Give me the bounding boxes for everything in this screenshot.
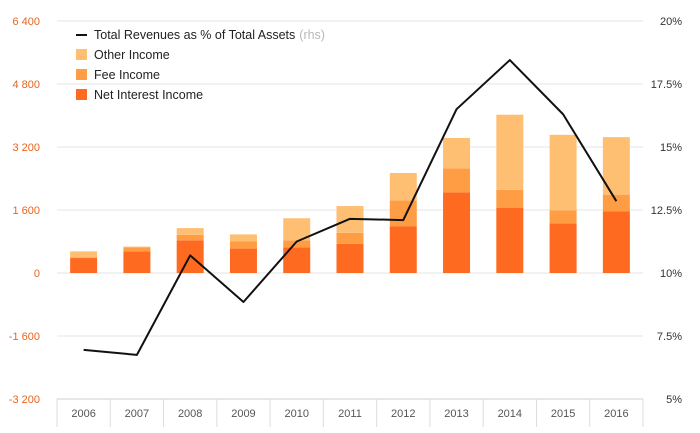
bar-other-income: [550, 135, 577, 211]
bar-other-income: [496, 115, 523, 190]
bar-fee-income: [550, 210, 577, 223]
y-left-tick-label: 0: [34, 268, 40, 280]
bar-net-interest-income: [230, 249, 257, 273]
x-tick-label: 2011: [338, 408, 362, 420]
bar-fee-income: [603, 195, 630, 212]
y-left-tick-label: 3 200: [12, 142, 40, 154]
legend-label: Net Interest Income: [94, 88, 203, 102]
legend: Total Revenues as % of Total Assets (rhs)…: [76, 28, 325, 102]
y-left-tick-label: -1 600: [9, 331, 40, 343]
legend-swatch: [76, 69, 87, 80]
legend-line-suffix: (rhs): [299, 28, 325, 42]
x-tick-label: 2014: [498, 408, 522, 420]
y-left-tick-label: -3 200: [9, 394, 40, 406]
x-tick-label: 2008: [178, 408, 202, 420]
bar-net-interest-income: [496, 208, 523, 273]
bar-fee-income: [70, 257, 97, 258]
bar-fee-income: [443, 168, 470, 192]
bar-net-interest-income: [550, 223, 577, 273]
bar-other-income: [70, 251, 97, 257]
legend-label: Fee Income: [94, 68, 160, 82]
y-right-tick-label: 5%: [666, 394, 682, 406]
legend-label: Other Income: [94, 48, 170, 62]
bar-net-interest-income: [70, 258, 97, 273]
bar-fee-income: [123, 247, 150, 251]
bar-fee-income: [496, 190, 523, 208]
bar-fee-income: [177, 235, 204, 241]
bar-net-interest-income: [123, 251, 150, 273]
bars: [70, 115, 630, 273]
y-right-tick-label: 7.5%: [657, 331, 682, 343]
x-tick-label: 2015: [551, 408, 575, 420]
bar-net-interest-income: [443, 192, 470, 273]
y-right-tick-label: 12.5%: [651, 205, 682, 217]
bar-other-income: [123, 247, 150, 248]
legend-line-name: Total Revenues as % of Total Assets: [94, 28, 295, 42]
x-tick-label: 2006: [71, 408, 95, 420]
bar-other-income: [177, 228, 204, 235]
bar-other-income: [230, 234, 257, 241]
revenue-chart: -3 200 -1 600 0 1 600 3 200 4 800 6 400 5% 7.5% 1…: [0, 0, 700, 433]
bar-fee-income: [337, 233, 364, 244]
bar-fee-income: [390, 201, 417, 227]
legend-swatch: [76, 49, 87, 60]
y-right-tick-label: 10%: [660, 268, 682, 280]
y-left-tick-label: 4 800: [12, 79, 40, 91]
y-right-tick-label: 20%: [660, 16, 682, 28]
y-right-tick-label: 15%: [660, 142, 682, 154]
bar-other-income: [390, 173, 417, 201]
bar-net-interest-income: [337, 244, 364, 273]
x-tick-label: 2009: [231, 408, 255, 420]
y-right-tick-label: 17.5%: [651, 79, 682, 91]
bar-other-income: [443, 138, 470, 168]
y-left-tick-label: 6 400: [12, 16, 40, 28]
bar-net-interest-income: [390, 226, 417, 273]
x-tick-label: 2012: [391, 408, 415, 420]
bar-fee-income: [230, 242, 257, 249]
x-tick-label: 2010: [284, 408, 308, 420]
legend-label-line: Total Revenues as % of Total Assets (rhs): [94, 28, 325, 42]
y-left-tick-label: 1 600: [12, 205, 40, 217]
bar-net-interest-income: [603, 211, 630, 273]
x-tick-label: 2007: [125, 408, 149, 420]
legend-swatch: [76, 89, 87, 100]
x-tick-label: 2016: [604, 408, 628, 420]
x-tick-label: 2013: [444, 408, 468, 420]
